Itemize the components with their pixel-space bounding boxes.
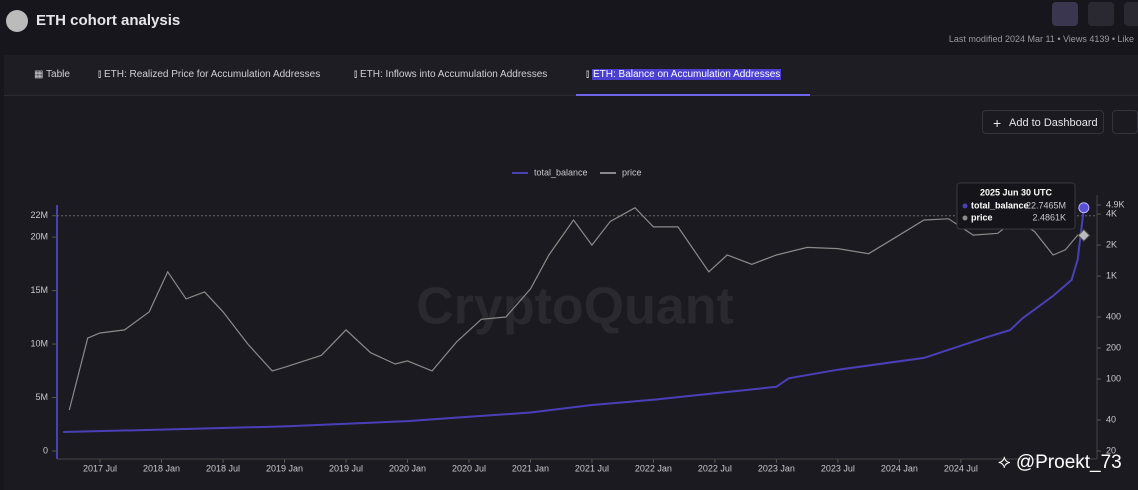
tooltip-box — [956, 182, 1076, 230]
more-button[interactable] — [1124, 2, 1138, 26]
like-button[interactable] — [1052, 2, 1078, 26]
tab-label: ETH: Realized Price for Accumulation Add… — [103, 69, 321, 80]
tab[interactable]: ⫾ ETH: Inflows into Accumulation Address… — [354, 69, 548, 80]
chart-panel — [4, 96, 1138, 490]
page-title: ETH cohort analysis — [36, 12, 181, 29]
y2-tick-label: 40 — [1106, 414, 1116, 424]
y2-tick-label: 100 — [1106, 373, 1121, 383]
x-tick-label: 2019 Jan — [266, 463, 303, 473]
legend-label: price — [622, 167, 642, 177]
y2-tick-label: 4.9K — [1106, 199, 1125, 209]
x-tick-label: 2020 Jul — [452, 463, 486, 473]
add-to-dashboard[interactable]: + Add to Dashboard — [982, 110, 1104, 134]
y2-tick-label: 200 — [1106, 342, 1121, 352]
x-tick-label: 2018 Jan — [143, 463, 180, 473]
tab-label: Table — [46, 69, 70, 80]
tooltip-name: price — [971, 212, 993, 222]
y-tick-label: 10M — [30, 338, 48, 348]
tab[interactable]: ⫾ ETH: Balance on Accumulation Addresses — [586, 69, 782, 80]
overlay-handle: ⟡ @Proekt_73 — [998, 452, 1122, 473]
x-tick-label: 2023 Jan — [758, 463, 795, 473]
tab-bar: ▦ Table ⫾ ETH: Realized Price for Accumu… — [4, 55, 1138, 96]
x-tick-label: 2019 Jul — [329, 463, 363, 473]
active-underline — [576, 94, 810, 96]
bookmark-button[interactable] — [1088, 2, 1114, 26]
last-point — [1077, 228, 1091, 242]
y-tick-label: 20M — [30, 231, 48, 241]
tab[interactable]: ⫾ ETH: Realized Price for Accumulation A… — [98, 69, 321, 80]
x-tick-label: 2018 Jul — [206, 463, 240, 473]
tab-label: ETH: Inflows into Accumulation Addresses — [359, 69, 548, 80]
x-tick-label: 2024 Jan — [881, 463, 918, 473]
x-tick-label: 2022 Jan — [635, 463, 672, 473]
tooltip-value: 2.4861K — [1032, 212, 1066, 222]
button-label: Add to Dashboard — [1009, 117, 1098, 129]
y-tick-label: 5M — [35, 392, 48, 402]
x-tick-label: 2017 Jul — [83, 463, 117, 473]
overlay-text: @Proekt_73 — [1015, 452, 1122, 473]
tooltip-swatch — [962, 215, 968, 221]
y2-tick-label: 2K — [1106, 239, 1117, 249]
y-tick-label: 15M — [30, 285, 48, 295]
avatar — [6, 10, 28, 32]
header: ETH cohort analysis Last modified 2024 M… — [0, 0, 1138, 52]
last-point — [1078, 202, 1090, 214]
tooltip-value: 22.7465M — [1026, 200, 1066, 210]
x-tick-label: 2024 Jul — [944, 463, 978, 473]
x-tick-label: 2022 Jul — [698, 463, 732, 473]
tab-label: ETH: Balance on Accumulation Addresses — [591, 69, 782, 80]
tooltip-swatch — [962, 203, 968, 209]
tab[interactable]: ▦ Table — [34, 69, 70, 80]
y2-tick-label: 20 — [1106, 445, 1116, 455]
y2-tick-label: 4K — [1106, 208, 1117, 218]
y-tick-label: 0 — [43, 445, 48, 455]
legend-label: total_balance — [534, 167, 588, 177]
tooltip-date: 2025 Jun 30 UTC — [980, 187, 1053, 197]
watermark: CryptoQuant — [416, 278, 734, 336]
y2-tick-label: 1K — [1106, 270, 1117, 280]
tooltip-name: total_balance — [971, 200, 1029, 210]
meta: Last modified 2024 Mar 11 • Views 4139 •… — [948, 34, 1134, 44]
x-tick-label: 2023 Jul — [821, 463, 855, 473]
y-tick-label: 22M — [30, 210, 48, 220]
x-tick-label: 2021 Jan — [512, 463, 549, 473]
x-tick-label: 2021 Jul — [575, 463, 609, 473]
series-line — [63, 207, 1085, 433]
x-tick-label: 2020 Jan — [389, 463, 426, 473]
y2-tick-label: 400 — [1106, 311, 1121, 321]
